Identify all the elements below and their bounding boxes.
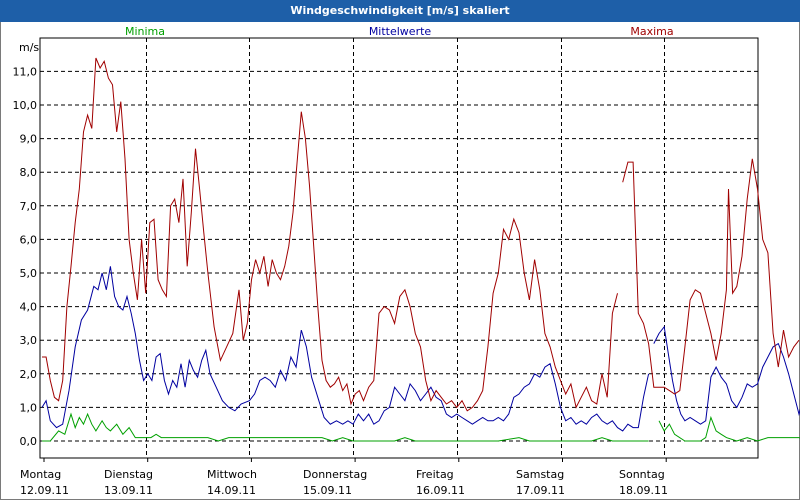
- series-line: [41, 266, 650, 432]
- y-tick-label: 6,0: [20, 233, 38, 246]
- x-tick-date: 14.09.11: [207, 484, 256, 497]
- legend: Minima Mittelwerte Maxima: [125, 25, 674, 38]
- y-tick-label: 9,0: [20, 133, 38, 146]
- y-tick-label: 7,0: [20, 200, 38, 213]
- legend-entry: Mittelwerte: [369, 25, 432, 38]
- x-tick-date: 16.09.11: [416, 484, 465, 497]
- y-axis-label: m/s: [19, 41, 39, 54]
- y-tick-label: 11,0: [13, 65, 38, 78]
- series-line: [653, 325, 800, 425]
- y-gridlines: [40, 70, 758, 442]
- y-tick-label: 3,0: [20, 334, 38, 347]
- y-tick-label: 8,0: [20, 166, 38, 179]
- x-tick-day: Mittwoch: [207, 468, 257, 481]
- x-tick-day: Sonntag: [619, 468, 665, 481]
- y-tick-label: 1,0: [20, 401, 38, 414]
- y-tick-label: 4,0: [20, 301, 38, 314]
- series-maxima: [42, 57, 800, 412]
- x-tick-date: 13.09.11: [104, 484, 153, 497]
- legend-entry: Minima: [125, 25, 165, 38]
- x-gridlines: [146, 38, 665, 458]
- x-tick-day: Freitag: [416, 468, 454, 481]
- plot-area: [39, 37, 759, 459]
- y-tick-label: 10,0: [13, 99, 38, 112]
- series-minima: [42, 412, 800, 442]
- window-title: Windgeschwindigkeit [m/s] skaliert: [0, 0, 800, 22]
- series-line: [42, 412, 649, 442]
- x-tick-day: Samstag: [516, 468, 564, 481]
- legend-entry: Maxima: [630, 25, 673, 38]
- x-tick-date: 12.09.11: [20, 484, 69, 497]
- y-tick-label: 2,0: [20, 368, 38, 381]
- y-tick-labels: 0,0 1,0 2,0 3,0 4,0 5,0 6,0 7,0 8,0 9,0 10,0 11,0: [13, 65, 38, 448]
- y-tick-label: 5,0: [20, 267, 38, 280]
- series-mittelwerte: [41, 266, 800, 432]
- series-lines: [41, 57, 800, 442]
- x-tick-date: 15.09.11: [303, 484, 352, 497]
- x-tick-labels: Montag 12.09.11 Dienstag 13.09.11 Mittwoch 14…: [20, 458, 668, 497]
- x-tick-day: Donnerstag: [303, 468, 367, 481]
- y-tick-label: 0,0: [20, 435, 38, 448]
- series-line: [42, 57, 618, 412]
- x-tick-date: 17.09.11: [516, 484, 565, 497]
- x-tick-date: 18.09.11: [619, 484, 668, 497]
- x-tick-day: Dienstag: [104, 468, 153, 481]
- series-line: [658, 415, 800, 442]
- series-line: [622, 158, 800, 395]
- x-tick-day: Montag: [20, 468, 61, 481]
